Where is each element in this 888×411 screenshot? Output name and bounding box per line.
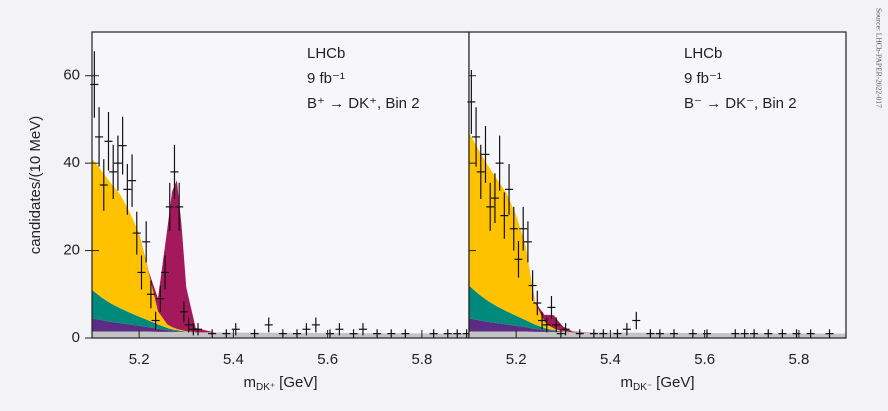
annotation: 9 fb⁻¹ xyxy=(307,70,345,87)
y-tick-label: 60 xyxy=(63,67,80,84)
y-tick-label: 20 xyxy=(63,242,80,259)
x-tick-label: 5.8 xyxy=(788,351,809,368)
x-label-unit: [GeV] xyxy=(656,374,694,391)
annotation: B⁺ → DK⁺, Bin 2 xyxy=(307,95,420,112)
x-tick-label: 5.4 xyxy=(600,351,621,368)
x-axis-label: mDK⁺ [GeV] xyxy=(243,374,317,393)
x-label-subscript: DK⁻ xyxy=(633,382,652,393)
annotation: LHCb xyxy=(307,45,345,62)
x-axis-label: mDK⁻ [GeV] xyxy=(620,374,694,393)
x-tick-label: 5.2 xyxy=(129,351,150,368)
x-label-unit: [GeV] xyxy=(279,374,317,391)
x-tick-label: 5.4 xyxy=(223,351,244,368)
plot-area xyxy=(92,32,469,338)
x-tick-label: 5.6 xyxy=(317,351,338,368)
x-label-symbol: m xyxy=(620,374,633,391)
plot-frame xyxy=(468,31,847,339)
x-tick-label: 5.6 xyxy=(694,351,715,368)
y-tick-label: 40 xyxy=(63,154,80,171)
annotation: LHCb xyxy=(684,45,722,62)
source-note: Source: LHCb-PAPER-2022-017 xyxy=(874,8,883,108)
x-tick-label: 5.2 xyxy=(506,351,527,368)
x-label-symbol: m xyxy=(243,374,256,391)
annotation: B⁻ → DK⁻, Bin 2 xyxy=(684,95,797,112)
stacked-area xyxy=(92,331,469,338)
y-axis-label: candidates/(10 MeV) xyxy=(27,116,44,254)
y-tick-label: 0 xyxy=(72,329,80,346)
annotation: 9 fb⁻¹ xyxy=(684,70,722,87)
stacked-area xyxy=(92,158,469,334)
x-label-subscript: DK⁺ xyxy=(256,382,275,393)
x-tick-label: 5.8 xyxy=(411,351,432,368)
